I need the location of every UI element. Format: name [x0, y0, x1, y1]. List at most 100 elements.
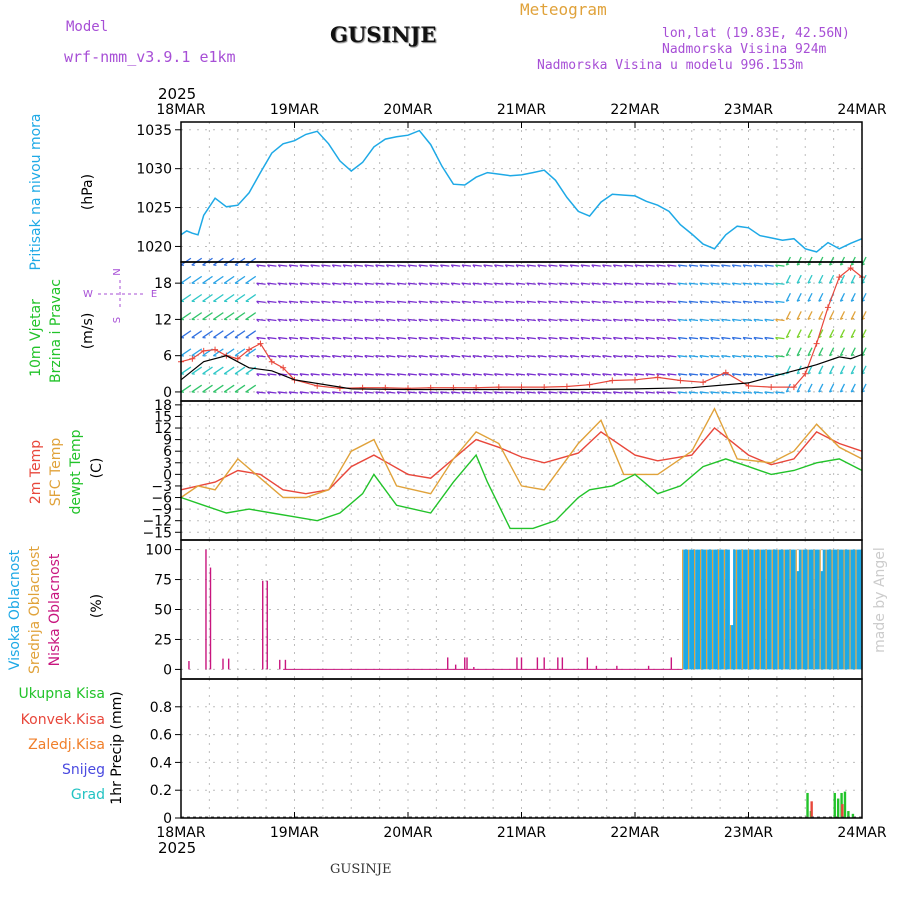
wind-arrow-head	[461, 373, 465, 377]
wind-arrow-head	[375, 264, 379, 268]
wind-arrow	[678, 300, 688, 304]
wind-arrow	[429, 336, 439, 340]
wind-arrow-head	[331, 337, 335, 341]
wind-arrow	[375, 282, 385, 285]
wind-arrow	[656, 300, 666, 304]
wind-arrow-head	[494, 319, 497, 323]
wind-arrow	[699, 336, 709, 340]
wind-arrow-head	[764, 264, 768, 268]
wind-arrow-head	[256, 355, 260, 359]
wind-arrow	[429, 391, 439, 394]
wind-arrow-head	[537, 355, 541, 359]
wind-arrow-head	[786, 281, 790, 284]
wind-arrow	[678, 355, 688, 358]
wind-arrow-head	[764, 337, 768, 341]
wind-arrow-head	[710, 300, 714, 304]
x-tick-label-bottom: 18MAR	[156, 825, 205, 841]
wind-arrow	[785, 383, 791, 393]
wind-arrow	[461, 355, 472, 358]
wind-arrow-head	[677, 373, 681, 377]
wind-arrow	[537, 373, 547, 376]
wind-arrow	[818, 365, 824, 375]
y-tick-label: 0	[163, 385, 172, 401]
wind-arrow	[516, 300, 526, 304]
wind-arrow-head	[710, 373, 714, 377]
wind-arrow	[505, 318, 515, 322]
wind-arrow	[343, 336, 353, 340]
wind-arrow	[645, 355, 655, 358]
wind-arrow-head	[396, 373, 400, 377]
wind-arrow	[634, 373, 645, 376]
pressure-unit: (hPa)	[80, 174, 96, 210]
wind-arrow	[278, 355, 288, 358]
wind-arrow-head	[299, 391, 303, 395]
y-tick-label: 0	[163, 662, 172, 678]
wind-arrow-head	[677, 355, 681, 359]
wind-arrow	[667, 336, 677, 340]
wind-arrow-head	[688, 319, 692, 323]
wind-arrow	[386, 336, 396, 340]
wind-arrow	[461, 282, 472, 285]
wind-arrow	[602, 264, 612, 267]
wind-arrow	[656, 336, 666, 340]
wind-arrow	[710, 336, 720, 340]
y-tick-label: 0	[163, 811, 172, 827]
wind-arrow-head	[818, 281, 822, 284]
wind-arrow	[256, 318, 266, 322]
wind-arrow-head	[537, 319, 541, 323]
wind-arrow	[753, 391, 763, 394]
wind-arrow	[764, 318, 774, 322]
wind-arrow-head	[515, 282, 519, 286]
wind-arrow	[397, 318, 407, 322]
pressure-line	[180, 129, 863, 253]
wind-arrow-head	[742, 319, 746, 323]
wind-arrow-head	[385, 373, 389, 377]
wind-arrow-head	[526, 300, 530, 304]
wind-arrow	[796, 274, 802, 284]
wind-arrow	[483, 300, 493, 304]
wind-gust-marker	[268, 358, 275, 365]
wind-arrow-head	[666, 355, 670, 359]
wind-arrow	[418, 373, 428, 376]
wind-arrow-head	[353, 282, 357, 286]
wind-arrow-head	[277, 337, 281, 341]
wind-arrow	[732, 318, 742, 322]
wind-arrow-head	[385, 282, 389, 286]
wind-arrow	[505, 282, 515, 285]
wind-arrow	[429, 373, 439, 376]
wind-arrow-head	[850, 372, 855, 375]
y-tick-label: 1020	[136, 239, 172, 255]
wind-arrow	[807, 365, 813, 375]
wind-arrow	[505, 336, 515, 340]
wind-arrow-head	[396, 264, 400, 268]
wind-arrow	[526, 373, 536, 376]
wind-arrow	[191, 330, 203, 339]
wind-arrow	[353, 391, 363, 394]
wind-arrow	[645, 300, 655, 304]
wind-arrow	[591, 336, 601, 340]
wind-arrow	[483, 336, 493, 340]
wind-arrow-head	[764, 300, 768, 304]
wind-arrow-head	[634, 264, 638, 268]
wind-arrow-head	[429, 300, 433, 304]
wind-arrow	[202, 384, 213, 393]
wind-arrow-head	[850, 263, 855, 266]
wind-arrow-head	[526, 319, 530, 323]
wind-arrow-head	[299, 282, 303, 286]
wind-arrow-head	[256, 264, 260, 268]
wind-arrow-head	[483, 319, 487, 323]
wind-arrow	[839, 274, 846, 284]
wind-arrow-head	[396, 319, 400, 323]
wind-arrow	[613, 282, 623, 285]
wind-arrow-head	[537, 373, 541, 377]
wind-arrow-head	[472, 282, 476, 286]
wind-arrow-head	[753, 300, 757, 304]
wind-arrow-head	[742, 282, 746, 286]
wind-arrow	[375, 300, 385, 304]
wind-arrow	[494, 282, 504, 285]
wind-arrow-head	[850, 317, 855, 320]
wind-arrow-head	[504, 319, 508, 323]
wind-arrow-head	[342, 355, 346, 359]
wind-arrow-head	[688, 282, 692, 286]
wind-arrow-head	[558, 282, 562, 286]
